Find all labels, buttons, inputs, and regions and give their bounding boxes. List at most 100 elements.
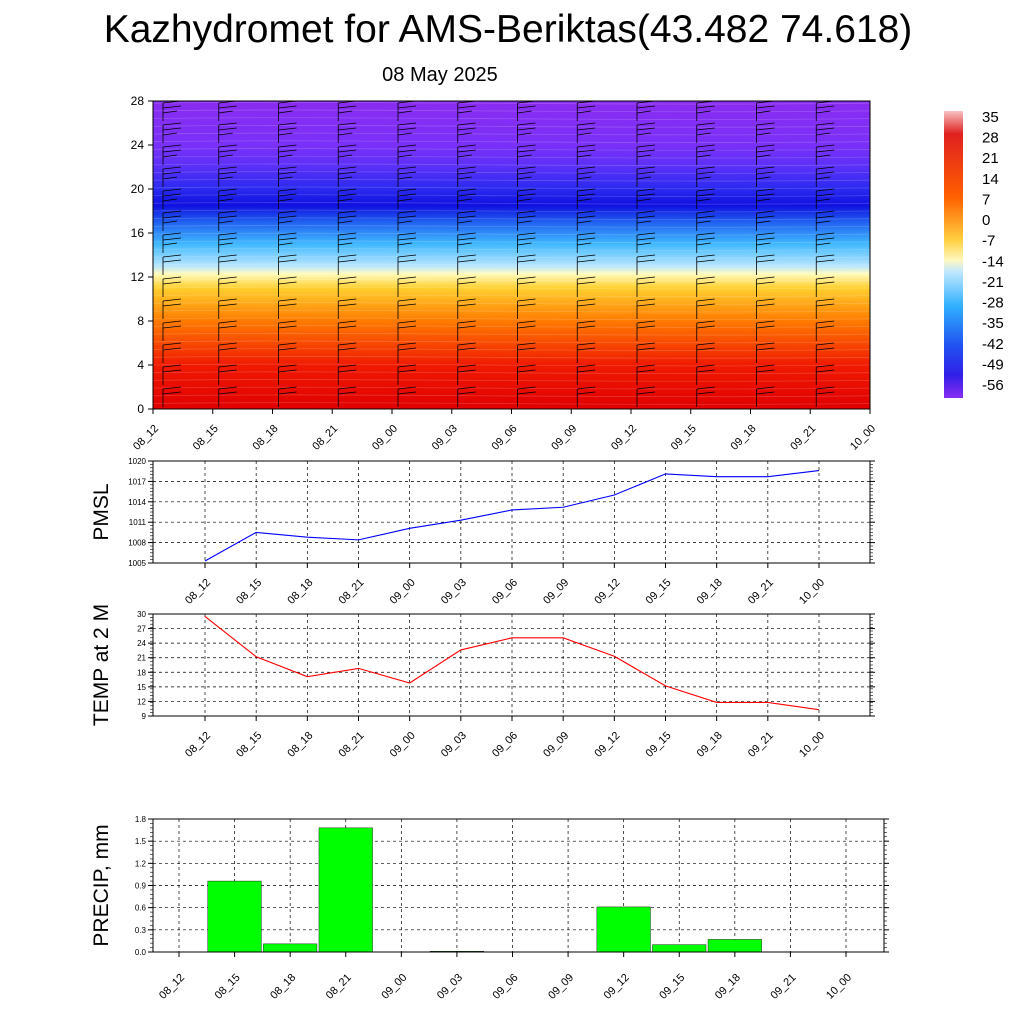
vertical-profile-panel: 0 4 8 12 16 20 24 28 08_12 08_15 08_18 08_21 09_00 09… — [131, 94, 878, 453]
wind-barb — [517, 298, 536, 319]
y-tick-label: 15 — [137, 683, 146, 692]
wind-barb — [517, 210, 536, 231]
contour-line — [152, 340, 871, 344]
wind-barb — [162, 254, 182, 275]
wind-barb — [636, 342, 656, 363]
contour-line — [152, 194, 871, 197]
y-tick-label: 28 — [131, 94, 145, 108]
x-tick-label: 09_12 — [592, 730, 622, 760]
y-tick-label: 0.9 — [135, 882, 147, 891]
contour-line — [152, 348, 871, 351]
precip-panel: 0.0 0.3 0.6 0.9 1.2 1.5 1.8 08_12 08_15 08_18 08_2… — [90, 815, 889, 1002]
wind-barb — [815, 188, 835, 209]
wind-barb — [218, 232, 237, 253]
wind-barb — [517, 254, 536, 275]
contour-line — [152, 363, 871, 367]
colorbar-label: 21 — [982, 150, 999, 167]
wind-barb — [457, 188, 476, 209]
wind-barb — [517, 122, 536, 143]
x-tick-label: 09_00 — [370, 423, 400, 453]
y-tick-label: 24 — [137, 639, 146, 648]
wind-barb — [162, 298, 182, 319]
x-tick-label: 09_18 — [729, 423, 759, 453]
wind-barb — [278, 210, 297, 231]
wind-barb — [696, 232, 715, 253]
temp-panel: 9 12 15 18 21 24 27 30 08_12 08_15 08_18 08_21 09_00… — [90, 604, 875, 760]
x-tick-label: 09_21 — [768, 972, 798, 1002]
y-tick-label: 1008 — [128, 539, 146, 548]
wind-barb — [337, 298, 357, 319]
x-tick-label: 09_00 — [388, 730, 418, 760]
wind-barb — [576, 144, 596, 165]
wind-barb — [397, 342, 417, 363]
x-tick-label: 10_00 — [797, 730, 827, 760]
wind-barb — [218, 122, 237, 143]
wind-barb — [517, 276, 536, 297]
wind-barb — [696, 166, 715, 187]
x-tick-label: 08_12 — [131, 423, 161, 453]
wind-barb — [397, 210, 417, 231]
wind-barb — [278, 320, 297, 341]
wind-barb — [517, 320, 536, 341]
wind-barb — [218, 342, 237, 363]
wind-barb — [162, 144, 182, 165]
colorbar-label: -56 — [982, 377, 1004, 394]
wind-barb — [278, 364, 297, 385]
plot-frame — [152, 818, 885, 953]
y-tick-label: 30 — [137, 610, 146, 619]
contour-line — [152, 255, 871, 259]
wind-barb — [517, 144, 536, 165]
wind-barb — [337, 342, 357, 363]
wind-barb — [457, 232, 476, 253]
wind-barb — [696, 100, 715, 121]
y-tick-label: 16 — [131, 226, 145, 240]
x-tick-label: 08_15 — [234, 577, 264, 607]
contour-line — [152, 217, 871, 220]
wind-barb — [517, 232, 536, 253]
x-tick-label: 09_15 — [644, 577, 674, 607]
wind-barb — [457, 254, 476, 275]
contour-line — [152, 225, 871, 228]
x-tick-label: 09_18 — [695, 577, 725, 607]
chart-date: 08 May 2025 — [382, 64, 498, 86]
x-tick-label: 08_12 — [157, 972, 187, 1002]
contour-line — [152, 271, 871, 274]
y-tick-label: 0 — [137, 402, 144, 416]
y-tick-label: 8 — [137, 314, 144, 328]
wind-barb — [457, 276, 476, 297]
wind-barb — [696, 298, 715, 319]
y-tick-label: 1014 — [128, 498, 146, 507]
wind-barb — [278, 166, 297, 187]
colorbar-label: 35 — [982, 109, 999, 126]
wind-barb — [278, 144, 297, 165]
x-tick-label: 08_18 — [251, 423, 281, 453]
wind-barb — [218, 320, 237, 341]
wind-barb — [337, 386, 357, 407]
x-tick-label: 09_21 — [746, 730, 776, 760]
y-axis-label: PMSL — [90, 483, 113, 540]
x-tick-label: 09_03 — [439, 730, 469, 760]
y-tick-label: 1017 — [128, 477, 146, 486]
wind-barb — [162, 276, 182, 297]
wind-barb — [756, 276, 775, 297]
wind-barb — [815, 320, 835, 341]
wind-barb — [576, 386, 596, 407]
contour-line — [152, 379, 871, 382]
wind-barb — [517, 364, 536, 385]
precip-bar — [652, 944, 707, 953]
wind-barb — [162, 210, 182, 231]
wind-barb — [756, 232, 775, 253]
wind-barb — [337, 232, 357, 253]
y-tick-label: 24 — [131, 138, 145, 152]
contour-line — [152, 309, 871, 313]
contour-line — [152, 202, 871, 205]
y-tick-label: 0.6 — [135, 904, 147, 913]
y-tick-label: 12 — [137, 697, 146, 706]
contour-line — [152, 286, 871, 290]
x-tick-label: 08_15 — [234, 730, 264, 760]
wind-barb — [576, 188, 596, 209]
x-tick-label: 09_12 — [609, 423, 639, 453]
wind-barb — [815, 386, 835, 407]
contour-line — [152, 394, 871, 398]
wind-barb — [756, 144, 775, 165]
